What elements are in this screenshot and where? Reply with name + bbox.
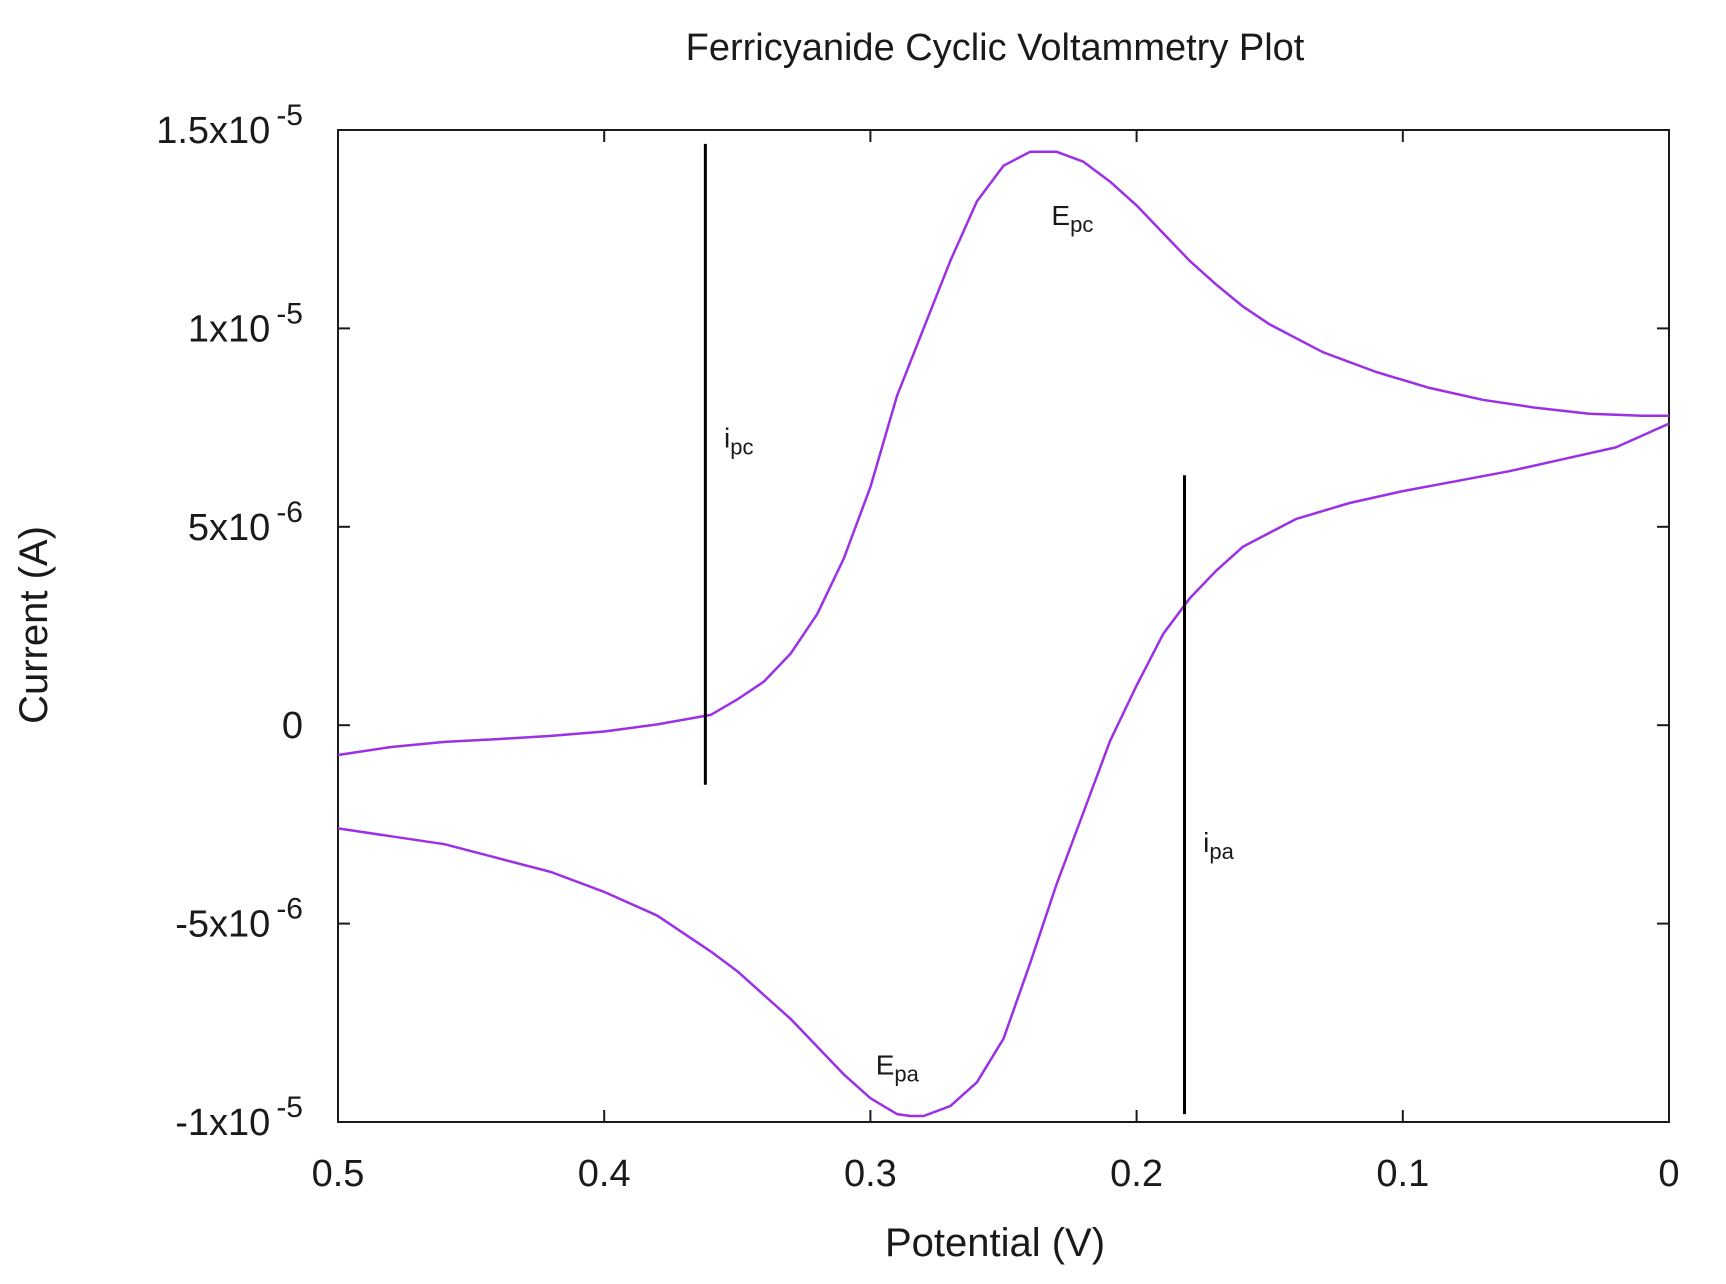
annotation-subscript: pc (1070, 212, 1093, 237)
y-tick-mantissa: 1x10 (188, 308, 270, 350)
marker-lines (703, 143, 1187, 1115)
plot-border (337, 129, 1670, 1123)
annotation-epa: Epa (876, 1049, 920, 1086)
x-tick-label: 0.4 (578, 1153, 631, 1195)
x-axis-label: Potential (V) (885, 1221, 1105, 1265)
annotation-ipa: ipa (1203, 827, 1234, 864)
annotation-base: E (1051, 200, 1070, 231)
series-group (337, 150, 1670, 1118)
annotation-subscript: pa (894, 1061, 919, 1086)
y-tick-label: -5x10 -6 (175, 893, 303, 946)
annotation-base: i (724, 422, 730, 453)
y-tick-exponent: -5 (276, 1091, 303, 1124)
y-tick-mantissa: -1x10 (175, 1102, 270, 1144)
x-tick-label: 0.1 (1376, 1153, 1429, 1195)
y-tick-exponent: -6 (276, 893, 303, 926)
x-axis: 0.5 0.4 0.3 0.2 0.1 0 (312, 130, 1680, 1195)
annotation-subscript: pa (1209, 839, 1234, 864)
y-axis-label: Current (A) (12, 526, 56, 724)
y-tick-mantissa: 0 (282, 705, 303, 747)
y-tick-label: 5x10 -6 (188, 496, 303, 549)
y-tick-label: 1.5x10 -5 (156, 99, 303, 152)
x-tick-label: 0.5 (312, 1153, 365, 1195)
x-tick-label: 0.2 (1110, 1153, 1163, 1195)
y-tick-label: 0 (282, 705, 303, 747)
plot-frame (337, 129, 1670, 1123)
y-tick-mantissa: 1.5x10 (156, 110, 270, 152)
series-line-1 (337, 150, 1669, 757)
y-tick-mantissa: -5x10 (175, 904, 270, 946)
y-tick-label: -1x10 -5 (175, 1091, 303, 1144)
y-tick-exponent: -5 (276, 99, 303, 132)
chart-title: Ferricyanide Cyclic Voltammetry Plot (686, 27, 1305, 69)
annotation-epc: Epc (1051, 200, 1093, 237)
y-tick-mantissa: 5x10 (188, 507, 270, 549)
annotation-base: E (876, 1049, 895, 1080)
x-tick-label: 0 (1658, 1153, 1679, 1195)
x-tick-label: 0.3 (844, 1153, 897, 1195)
series-line-2 (337, 422, 1670, 1118)
annotation-ipc: ipc (724, 422, 753, 459)
y-tick-exponent: -6 (276, 496, 303, 529)
annotation-base: i (1203, 827, 1209, 858)
annotation-subscript: pc (730, 434, 753, 459)
y-tick-exponent: -5 (276, 297, 303, 330)
y-tick-label: 1x10 -5 (188, 297, 303, 350)
